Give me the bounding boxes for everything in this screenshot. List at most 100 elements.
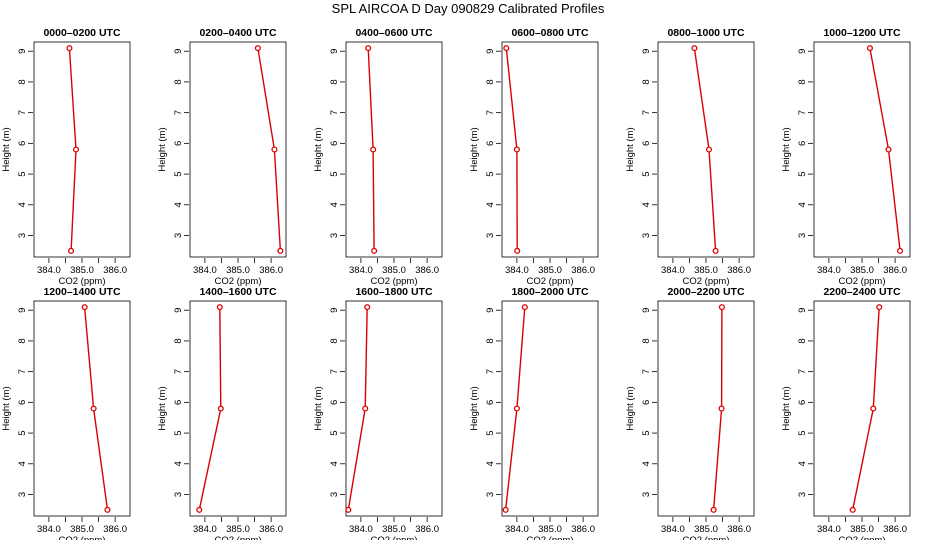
x-tick-label: 384.0 <box>193 265 217 276</box>
x-axis-label: CO2 (ppm) <box>215 535 262 540</box>
data-point <box>866 45 873 52</box>
y-tick-label: 7 <box>641 110 652 115</box>
panel-title: 0200–0400 UTC <box>199 27 276 39</box>
y-tick-label: 8 <box>329 79 340 84</box>
x-tick-label: 384.0 <box>193 524 217 535</box>
plot-frame <box>345 300 443 517</box>
y-tick-label: 8 <box>641 79 652 84</box>
y-tick-label: 8 <box>173 338 184 343</box>
data-point <box>277 247 284 254</box>
y-tick-label: 6 <box>17 400 28 405</box>
x-axis-label: CO2 (ppm) <box>839 276 886 287</box>
y-tick-label: 5 <box>17 171 28 176</box>
y-tick-label: 3 <box>329 233 340 238</box>
y-axis-label: Height (m) <box>625 386 636 430</box>
plot-frame <box>813 300 911 517</box>
x-axis-label: CO2 (ppm) <box>371 276 418 287</box>
y-tick-label: 4 <box>17 202 28 207</box>
x-axis-label: CO2 (ppm) <box>683 535 730 540</box>
y-tick-label: 9 <box>797 49 808 54</box>
y-tick-label: 6 <box>17 141 28 146</box>
y-tick-label: 9 <box>641 308 652 313</box>
data-point <box>365 45 372 52</box>
data-point <box>710 506 717 513</box>
x-tick-label: 385.0 <box>694 524 718 535</box>
x-tick-label: 384.0 <box>817 524 841 535</box>
y-tick-label: 8 <box>485 338 496 343</box>
y-tick-label: 9 <box>173 49 184 54</box>
y-tick-label: 5 <box>485 430 496 435</box>
y-axis-label: Height (m) <box>1 386 12 430</box>
y-tick-label: 3 <box>173 233 184 238</box>
y-tick-label: 6 <box>329 141 340 146</box>
y-tick-label: 3 <box>485 233 496 238</box>
y-tick-label: 4 <box>17 461 28 466</box>
y-axis-label: Height (m) <box>469 386 480 430</box>
panel-title: 0000–0200 UTC <box>43 27 120 39</box>
panel-title: 0800–1000 UTC <box>667 27 744 39</box>
x-axis-label: CO2 (ppm) <box>59 535 106 540</box>
x-tick-label: 385.0 <box>70 524 94 535</box>
y-tick-label: 5 <box>485 171 496 176</box>
data-point <box>66 45 73 52</box>
x-tick-label: 386.0 <box>571 524 595 535</box>
x-axis-label: CO2 (ppm) <box>59 276 106 287</box>
y-axis-label: Height (m) <box>157 386 168 430</box>
profile-line <box>198 307 222 511</box>
y-tick-label: 7 <box>329 369 340 374</box>
y-tick-label: 9 <box>329 308 340 313</box>
y-tick-label: 4 <box>641 461 652 466</box>
data-point <box>514 247 521 254</box>
y-tick-label: 4 <box>329 461 340 466</box>
x-tick-label: 384.0 <box>505 524 529 535</box>
y-tick-label: 3 <box>173 492 184 497</box>
data-point <box>513 405 520 412</box>
y-tick-label: 7 <box>17 369 28 374</box>
x-tick-label: 385.0 <box>850 524 874 535</box>
x-tick-label: 386.0 <box>883 524 907 535</box>
x-tick-label: 385.0 <box>382 524 406 535</box>
data-point <box>72 146 80 153</box>
x-tick-label: 386.0 <box>259 524 283 535</box>
data-point <box>362 405 369 412</box>
x-axis-label: CO2 (ppm) <box>839 535 886 540</box>
x-tick-label: 385.0 <box>226 524 250 535</box>
plot-frame <box>657 41 755 258</box>
y-tick-label: 9 <box>329 49 340 54</box>
data-point <box>718 304 725 311</box>
x-axis-label: CO2 (ppm) <box>215 276 262 287</box>
x-axis-label: CO2 (ppm) <box>683 276 730 287</box>
x-tick-label: 386.0 <box>415 265 439 276</box>
y-tick-label: 6 <box>173 400 184 405</box>
y-tick-label: 7 <box>17 110 28 115</box>
data-point <box>712 247 719 254</box>
y-tick-label: 5 <box>329 171 340 176</box>
y-tick-label: 4 <box>797 202 808 207</box>
data-point <box>81 304 88 311</box>
data-point <box>876 304 883 311</box>
x-tick-label: 384.0 <box>505 265 529 276</box>
x-tick-label: 384.0 <box>661 524 685 535</box>
chart-title: SPL AIRCOA D Day 090829 Calibrated Profi… <box>332 1 605 16</box>
y-tick-label: 8 <box>797 338 808 343</box>
y-tick-label: 6 <box>641 141 652 146</box>
x-tick-label: 386.0 <box>103 524 127 535</box>
y-tick-label: 5 <box>641 430 652 435</box>
x-tick-label: 384.0 <box>349 265 373 276</box>
y-tick-label: 9 <box>641 49 652 54</box>
data-point <box>897 247 904 254</box>
data-point <box>104 506 111 513</box>
y-tick-label: 4 <box>641 202 652 207</box>
panel-title: 1600–1800 UTC <box>355 286 432 298</box>
profile-line <box>693 48 717 251</box>
y-tick-label: 5 <box>173 171 184 176</box>
y-tick-label: 7 <box>173 369 184 374</box>
panel-title: 1800–2000 UTC <box>511 286 588 298</box>
y-tick-label: 7 <box>797 369 808 374</box>
